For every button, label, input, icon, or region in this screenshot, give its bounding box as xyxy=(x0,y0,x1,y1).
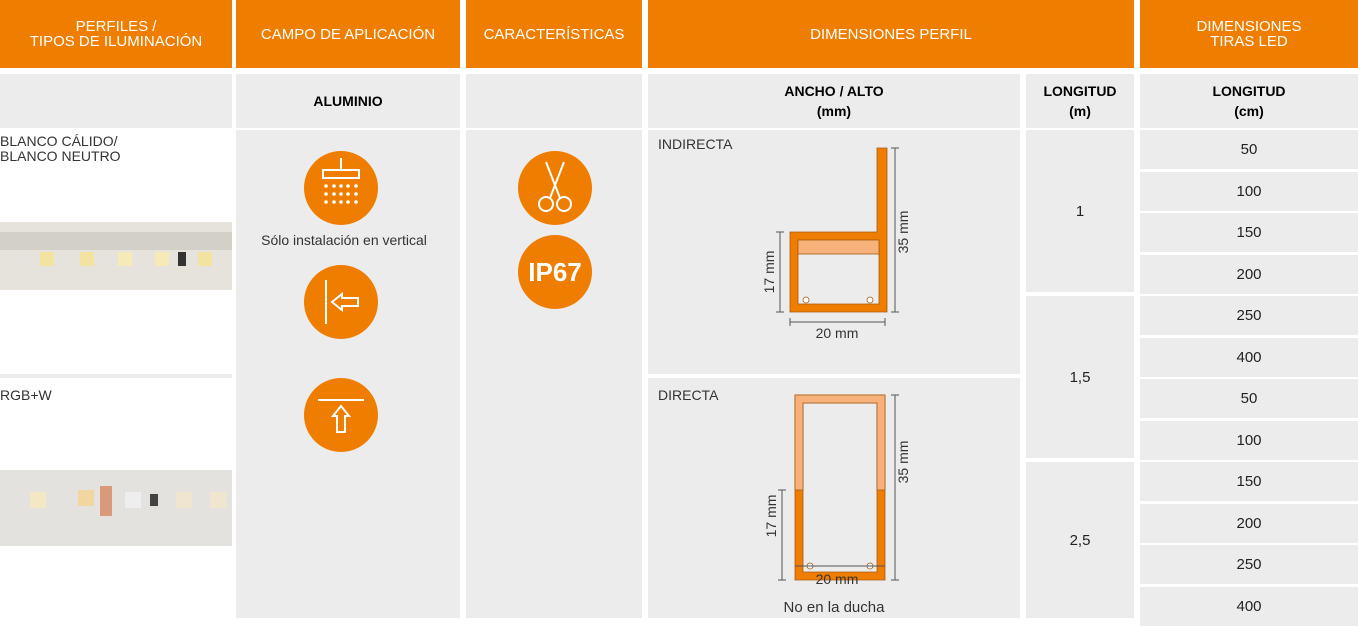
subheader-cell xyxy=(466,74,642,128)
icon-shower xyxy=(304,151,378,225)
length-cm: 150 xyxy=(1140,213,1358,252)
dimension-lines xyxy=(776,147,899,326)
length-cm: 250 xyxy=(1140,545,1358,584)
subheader-cell: ALUMINIO xyxy=(236,74,460,128)
length-cm: 400 xyxy=(1140,337,1358,377)
profile-drawing xyxy=(794,394,886,581)
dimension-label: 17 mm xyxy=(763,495,779,538)
profile-name: DIRECTA xyxy=(658,387,719,403)
header-cell: CAMPO DE APLICACIÓN xyxy=(236,0,460,68)
dimension-lines xyxy=(778,394,899,581)
length-cm: 250 xyxy=(1140,296,1358,335)
length-cm: 100 xyxy=(1140,171,1358,211)
subheader-cell: LONGITUD (cm) xyxy=(1140,74,1358,128)
dimension-label: 35 mm xyxy=(895,441,911,484)
application-note: Sólo instalación en vertical xyxy=(261,232,427,248)
separator xyxy=(0,374,232,378)
length-cm: 200 xyxy=(1140,254,1358,294)
length-cm: 150 xyxy=(1140,462,1358,501)
subheader-cell: ANCHO / ALTO (mm) xyxy=(648,74,1020,128)
header-cell: CARACTERÍSTICAS xyxy=(466,0,642,68)
icon-ip xyxy=(518,235,592,309)
lighting-type: BLANCO CÁLIDO/ BLANCO NEUTRO xyxy=(0,133,121,164)
dimension-label: 20 mm xyxy=(816,571,859,587)
icon-wall-mount xyxy=(304,265,378,339)
length-m: 2,5 xyxy=(1026,462,1134,618)
profile-note: No en la ducha xyxy=(784,599,886,616)
profile-name: INDIRECTA xyxy=(658,136,733,152)
dimension-label: 35 mm xyxy=(895,211,911,254)
dimension-label: 20 mm xyxy=(816,325,859,341)
subheader-cell xyxy=(0,74,232,128)
dimension-label: 17 mm xyxy=(761,251,777,294)
length-cm: 100 xyxy=(1140,420,1358,460)
header-cell: PERFILES / TIPOS DE ILUMINACIÓN xyxy=(0,0,232,68)
length-m: 1,5 xyxy=(1026,296,1134,458)
led-strip xyxy=(0,222,232,546)
profile-drawing xyxy=(789,147,888,313)
header-cell: DIMENSIONES PERFIL xyxy=(648,0,1134,68)
lighting-type: RGB+W xyxy=(0,387,52,403)
header-cell: DIMENSIONES TIRAS LED xyxy=(1140,0,1358,68)
icon-ceiling-mount xyxy=(304,378,378,452)
length-cm: 200 xyxy=(1140,503,1358,543)
length-m: 1 xyxy=(1026,130,1134,292)
icon-scissors xyxy=(518,151,592,225)
ip-rating: IP67 xyxy=(528,257,582,287)
subheader-cell: LONGITUD (m) xyxy=(1026,74,1134,128)
length-cm: 50 xyxy=(1140,130,1358,169)
length-cm: 50 xyxy=(1140,379,1358,418)
